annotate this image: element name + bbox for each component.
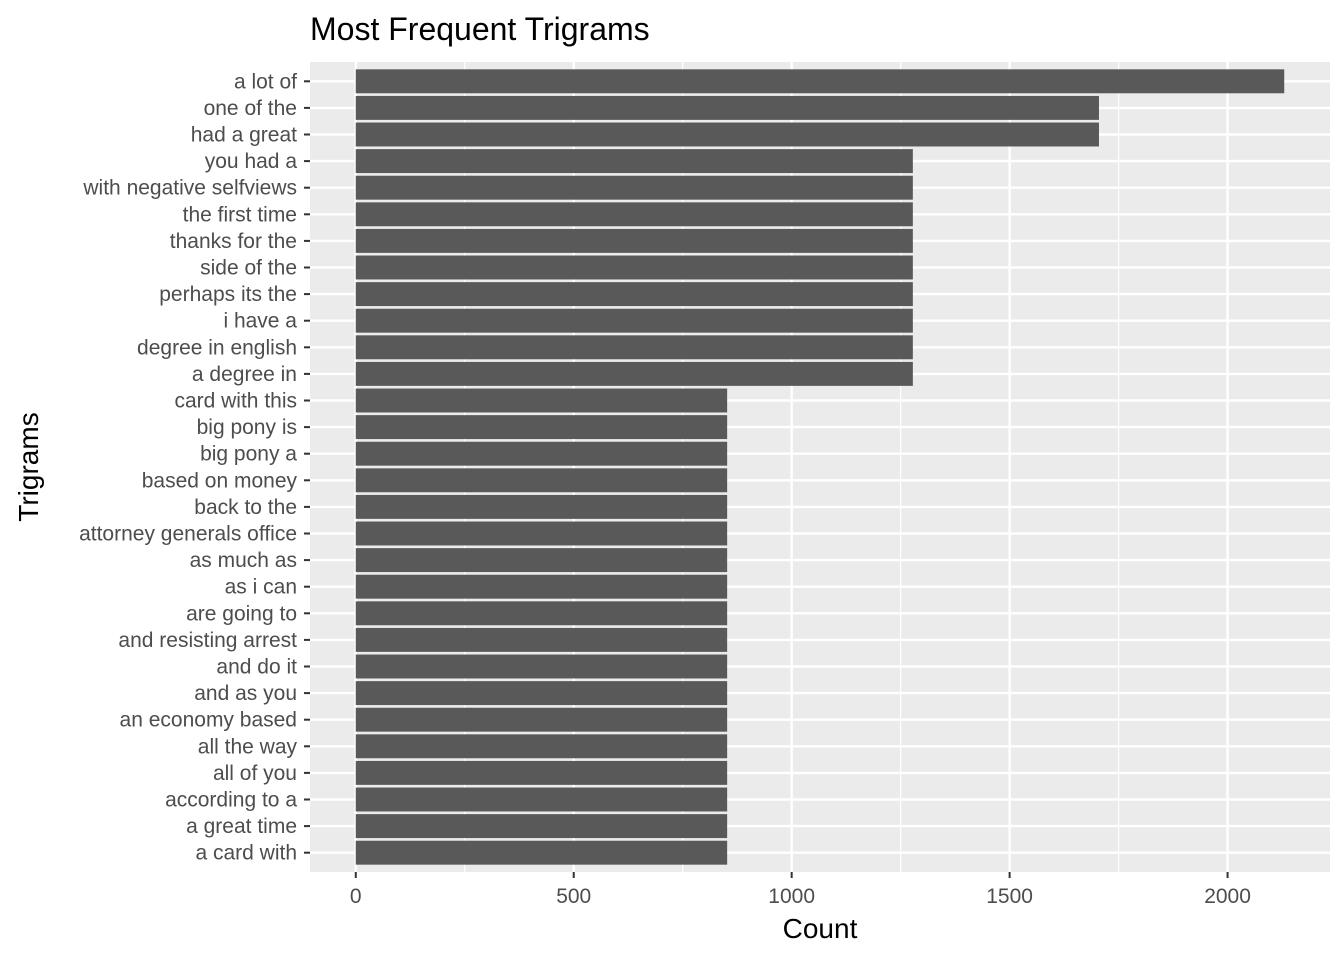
- y-axis-label: Trigrams: [13, 412, 44, 521]
- bar: [355, 760, 728, 785]
- y-tick-label: the first time: [183, 203, 297, 226]
- bar: [355, 95, 1099, 120]
- y-axis: a lot of one of the had a great you had a wi…: [79, 70, 310, 865]
- bar: [355, 468, 728, 493]
- y-tick-label: big pony a: [200, 443, 297, 466]
- bar: [355, 388, 728, 413]
- y-tick-label: as much as: [190, 549, 297, 572]
- bar: [355, 149, 913, 174]
- y-tick-label: with negative selfviews: [82, 177, 297, 200]
- y-tick-label: and do it: [216, 656, 297, 679]
- x-tick-label: 0: [350, 885, 362, 908]
- x-tick-label: 1000: [768, 885, 815, 908]
- y-tick-label: a degree in: [192, 363, 297, 386]
- bar: [355, 814, 728, 839]
- bar: [355, 707, 728, 732]
- y-tick-label: big pony is: [197, 416, 297, 439]
- y-tick-label: a card with: [195, 842, 297, 865]
- bars: [355, 69, 1285, 865]
- y-tick-label: are going to: [186, 602, 297, 625]
- y-tick-label: side of the: [200, 257, 297, 280]
- bar: [355, 787, 728, 812]
- bar: [355, 654, 728, 679]
- x-tick-label: 1500: [986, 885, 1033, 908]
- y-tick-label: and as you: [194, 682, 297, 705]
- y-tick-label: i have a: [223, 310, 297, 333]
- bar: [355, 548, 728, 573]
- bar: [355, 441, 728, 466]
- y-tick-label: all of you: [213, 762, 297, 785]
- x-axis-label: Count: [783, 913, 858, 944]
- bar: [355, 681, 728, 706]
- bar: [355, 308, 913, 333]
- y-tick-label: as i can: [225, 576, 297, 599]
- y-tick-label: a great time: [186, 815, 297, 838]
- bar: [355, 175, 913, 200]
- bar: [355, 415, 728, 440]
- bar: [355, 282, 913, 307]
- bar: [355, 361, 913, 386]
- y-tick-label: card with this: [174, 390, 297, 413]
- y-tick-label: according to a: [165, 789, 297, 812]
- bar: [355, 122, 1099, 147]
- y-tick-label: had a great: [191, 124, 297, 147]
- bar: [355, 601, 728, 626]
- bar: [355, 335, 913, 360]
- x-tick-label: 500: [556, 885, 591, 908]
- bar: [355, 494, 728, 519]
- x-axis: 0 500 1000 1500 2000: [350, 872, 1251, 908]
- chart-title: Most Frequent Trigrams: [310, 11, 650, 47]
- y-tick-label: thanks for the: [170, 230, 297, 253]
- bar: [355, 521, 728, 546]
- y-tick-label: you had a: [205, 150, 298, 173]
- bar: [355, 69, 1285, 94]
- bar: [355, 255, 913, 280]
- y-tick-label: back to the: [194, 496, 297, 519]
- y-tick-label: a lot of: [234, 70, 297, 93]
- y-tick-label: all the way: [198, 735, 298, 758]
- y-tick-label: attorney generals office: [79, 523, 297, 546]
- bar: [355, 574, 728, 599]
- bar: [355, 627, 728, 652]
- y-tick-label: and resisting arrest: [118, 629, 297, 652]
- y-tick-label: one of the: [204, 97, 297, 120]
- y-tick-label: degree in english: [137, 336, 297, 359]
- y-tick-label: an economy based: [120, 709, 297, 732]
- bar: [355, 202, 913, 227]
- x-tick-label: 2000: [1204, 885, 1251, 908]
- bar: [355, 734, 728, 759]
- y-tick-label: perhaps its the: [159, 283, 297, 306]
- y-tick-label: based on money: [142, 469, 298, 492]
- bar: [355, 840, 728, 865]
- bar: [355, 228, 913, 253]
